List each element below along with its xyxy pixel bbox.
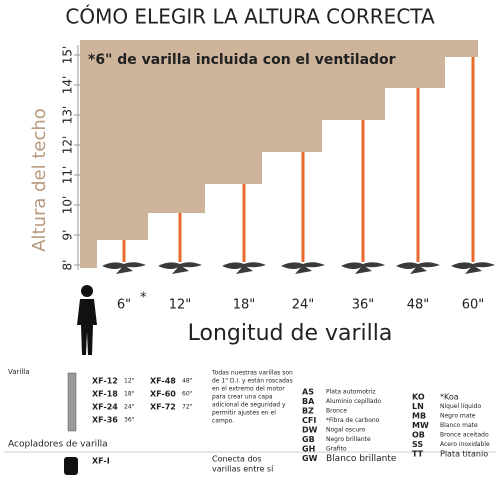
finish-name: Blanco brillante	[326, 454, 397, 464]
finish-name: Plata titanio	[440, 450, 488, 459]
model-length: 12"	[124, 378, 135, 385]
rod-length-label: 24"	[292, 298, 315, 313]
height-label: 11'	[61, 166, 75, 185]
finish-code: MB	[412, 412, 426, 421]
finish-code: LN	[412, 402, 424, 411]
model-code: XF-18	[92, 390, 118, 399]
model-length: 24"	[124, 404, 135, 411]
finish-name: Nogal oscuro	[326, 427, 365, 434]
finish-name: Bronce aceitado	[440, 432, 489, 439]
model-length: 72"	[182, 404, 193, 411]
finish-code: DW	[302, 426, 318, 435]
finish-name: Bronce	[326, 408, 347, 415]
rod-length-label: 36"	[352, 298, 375, 313]
rods-description: en el extremo del motor	[212, 386, 285, 393]
rods-description: adicional de seguridad y	[212, 402, 286, 409]
rod-image	[67, 372, 77, 432]
coupler-description: varillas entre sí	[212, 465, 274, 474]
rods-description: campo.	[212, 418, 234, 425]
model-code: XF-60	[150, 390, 176, 399]
finish-name: Aluminio cepillado	[326, 398, 381, 405]
finish-name: Acero inoxidable	[440, 441, 490, 448]
x-axis-label: Longitud de varilla	[188, 321, 393, 346]
finish-code: AS	[302, 388, 314, 397]
fan	[222, 262, 266, 274]
coupler-code: XF-I	[92, 457, 110, 466]
y-axis-label: Altura del techo	[29, 108, 50, 252]
rod-length-label: 60"	[462, 298, 485, 313]
finish-code: KO	[412, 393, 425, 402]
rods-description: para crear una capa	[212, 394, 273, 401]
model-code: XF-12	[92, 377, 118, 386]
finish-code: GH	[302, 445, 315, 454]
model-length: 18"	[124, 391, 135, 398]
height-label: 15'	[61, 46, 75, 65]
rods-description: de 1" D.I. y están roscadas	[212, 378, 293, 385]
finish-name: Negro brillante	[326, 436, 371, 443]
finish-code: BA	[302, 397, 315, 406]
person	[77, 285, 97, 355]
finish-code: SS	[412, 440, 423, 449]
fan	[102, 262, 146, 274]
finish-code: OB	[412, 431, 425, 440]
finish-code: GW	[302, 454, 318, 463]
model-length: 36"	[124, 417, 135, 424]
rods-description: Todas nuestras varillas son	[211, 370, 293, 377]
fan	[341, 262, 385, 274]
asterisk: *	[140, 291, 147, 306]
height-label: 12'	[61, 136, 75, 155]
ceiling	[80, 40, 478, 268]
coupler-description: Conecta dos	[212, 455, 262, 464]
finish-name: Negro mate	[440, 413, 476, 420]
finish-name: *Fibra de carbono	[326, 417, 380, 424]
rods-title: Varilla	[8, 368, 30, 376]
finish-name: Blanco mate	[440, 422, 478, 429]
fan	[396, 262, 440, 274]
finish-code: GB	[302, 435, 315, 444]
rod-length-label: 48"	[407, 298, 430, 313]
finish-code: MW	[412, 421, 429, 430]
rod-length-label: 6"	[117, 298, 131, 313]
model-code: XF-24	[92, 403, 118, 412]
height-label: 10'	[61, 196, 75, 215]
couplers-title: Acopladores de varilla	[8, 440, 108, 450]
model-code: XF-36	[92, 416, 118, 425]
height-label: 14'	[61, 76, 75, 95]
model-code: XF-48	[150, 377, 176, 386]
finish-code: CFI	[302, 416, 316, 425]
finish-name: Grafito	[326, 446, 347, 453]
note: *6" de varilla incluida con el ventilado…	[88, 52, 396, 68]
title: CÓMO ELEGIR LA ALTURA CORRECTA	[65, 5, 435, 29]
rod-length-label: 12"	[169, 298, 192, 313]
finish-code: TT	[412, 450, 424, 459]
coupler-image	[64, 457, 78, 475]
finish-name: *Koa	[440, 393, 459, 402]
finish-code: BZ	[302, 407, 314, 416]
finish-name: Níquel líquido	[440, 403, 481, 410]
fan	[451, 262, 495, 274]
fan	[281, 262, 325, 274]
rod-length-label: 18"	[233, 298, 256, 313]
rods-description: permitir ajustes en el	[212, 410, 276, 417]
height-label: 8'	[61, 260, 75, 271]
fan	[158, 262, 202, 274]
model-length: 48"	[182, 378, 193, 385]
model-length: 60"	[182, 391, 193, 398]
model-code: XF-72	[150, 403, 176, 412]
height-label: 9'	[61, 230, 75, 241]
finish-name: Plata automotriz	[326, 389, 376, 396]
height-label: 13'	[61, 106, 75, 125]
